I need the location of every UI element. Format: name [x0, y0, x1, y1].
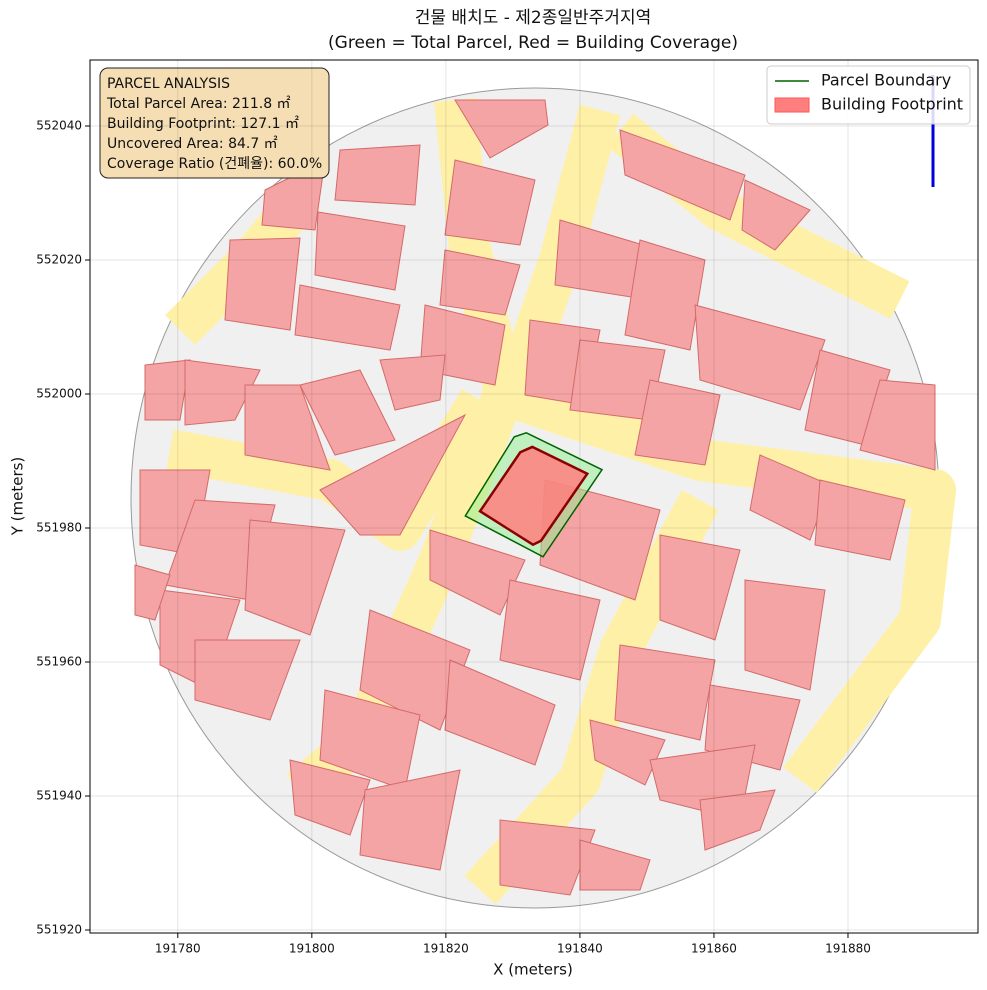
annotation-line: PARCEL ANALYSIS: [107, 76, 230, 92]
x-tick-label: 191780: [155, 942, 201, 956]
y-tick-label: 551980: [36, 520, 82, 534]
building-footprint: [478, 445, 590, 547]
plot-frame: [89, 59, 979, 934]
y-tick-label: 552040: [36, 118, 82, 132]
y-axis-label: Y (meters): [9, 457, 27, 537]
x-tick-label: 191840: [557, 942, 603, 956]
y-tick-label: 551940: [36, 788, 82, 802]
legend-label: Parcel Boundary: [821, 71, 951, 90]
annotation-line: Coverage Ratio (건폐율): 60.0%: [107, 156, 322, 172]
annotation-line: Total Parcel Area: 211.8 ㎡: [106, 96, 291, 112]
annotation-box: [99, 67, 330, 179]
y-tick-label: 551960: [36, 654, 82, 668]
map-context: [130, 87, 956, 909]
chart-title: 건물 배치도 - 제2종일반주거지역: [415, 8, 651, 28]
y-tick-label: 551920: [36, 922, 82, 936]
chart-subtitle: (Green = Total Parcel, Red = Building Co…: [328, 33, 738, 53]
x-tick-label: 191820: [423, 942, 469, 956]
y-tick-label: 552020: [36, 252, 82, 266]
annotation-line: Uncovered Area: 84.7 ㎡: [107, 136, 278, 152]
x-tick-label: 191800: [289, 942, 335, 956]
x-tick-label: 191880: [825, 942, 871, 956]
annotation-line: Building Footprint: 127.1 ㎡: [107, 116, 299, 132]
x-tick-label: 191860: [691, 942, 737, 956]
legend-label: Building Footprint: [821, 95, 963, 114]
legend-swatch: [774, 97, 810, 113]
y-tick-label: 552000: [36, 386, 82, 400]
x-axis-label: X (meters): [493, 961, 573, 979]
legend-box: [766, 65, 971, 125]
